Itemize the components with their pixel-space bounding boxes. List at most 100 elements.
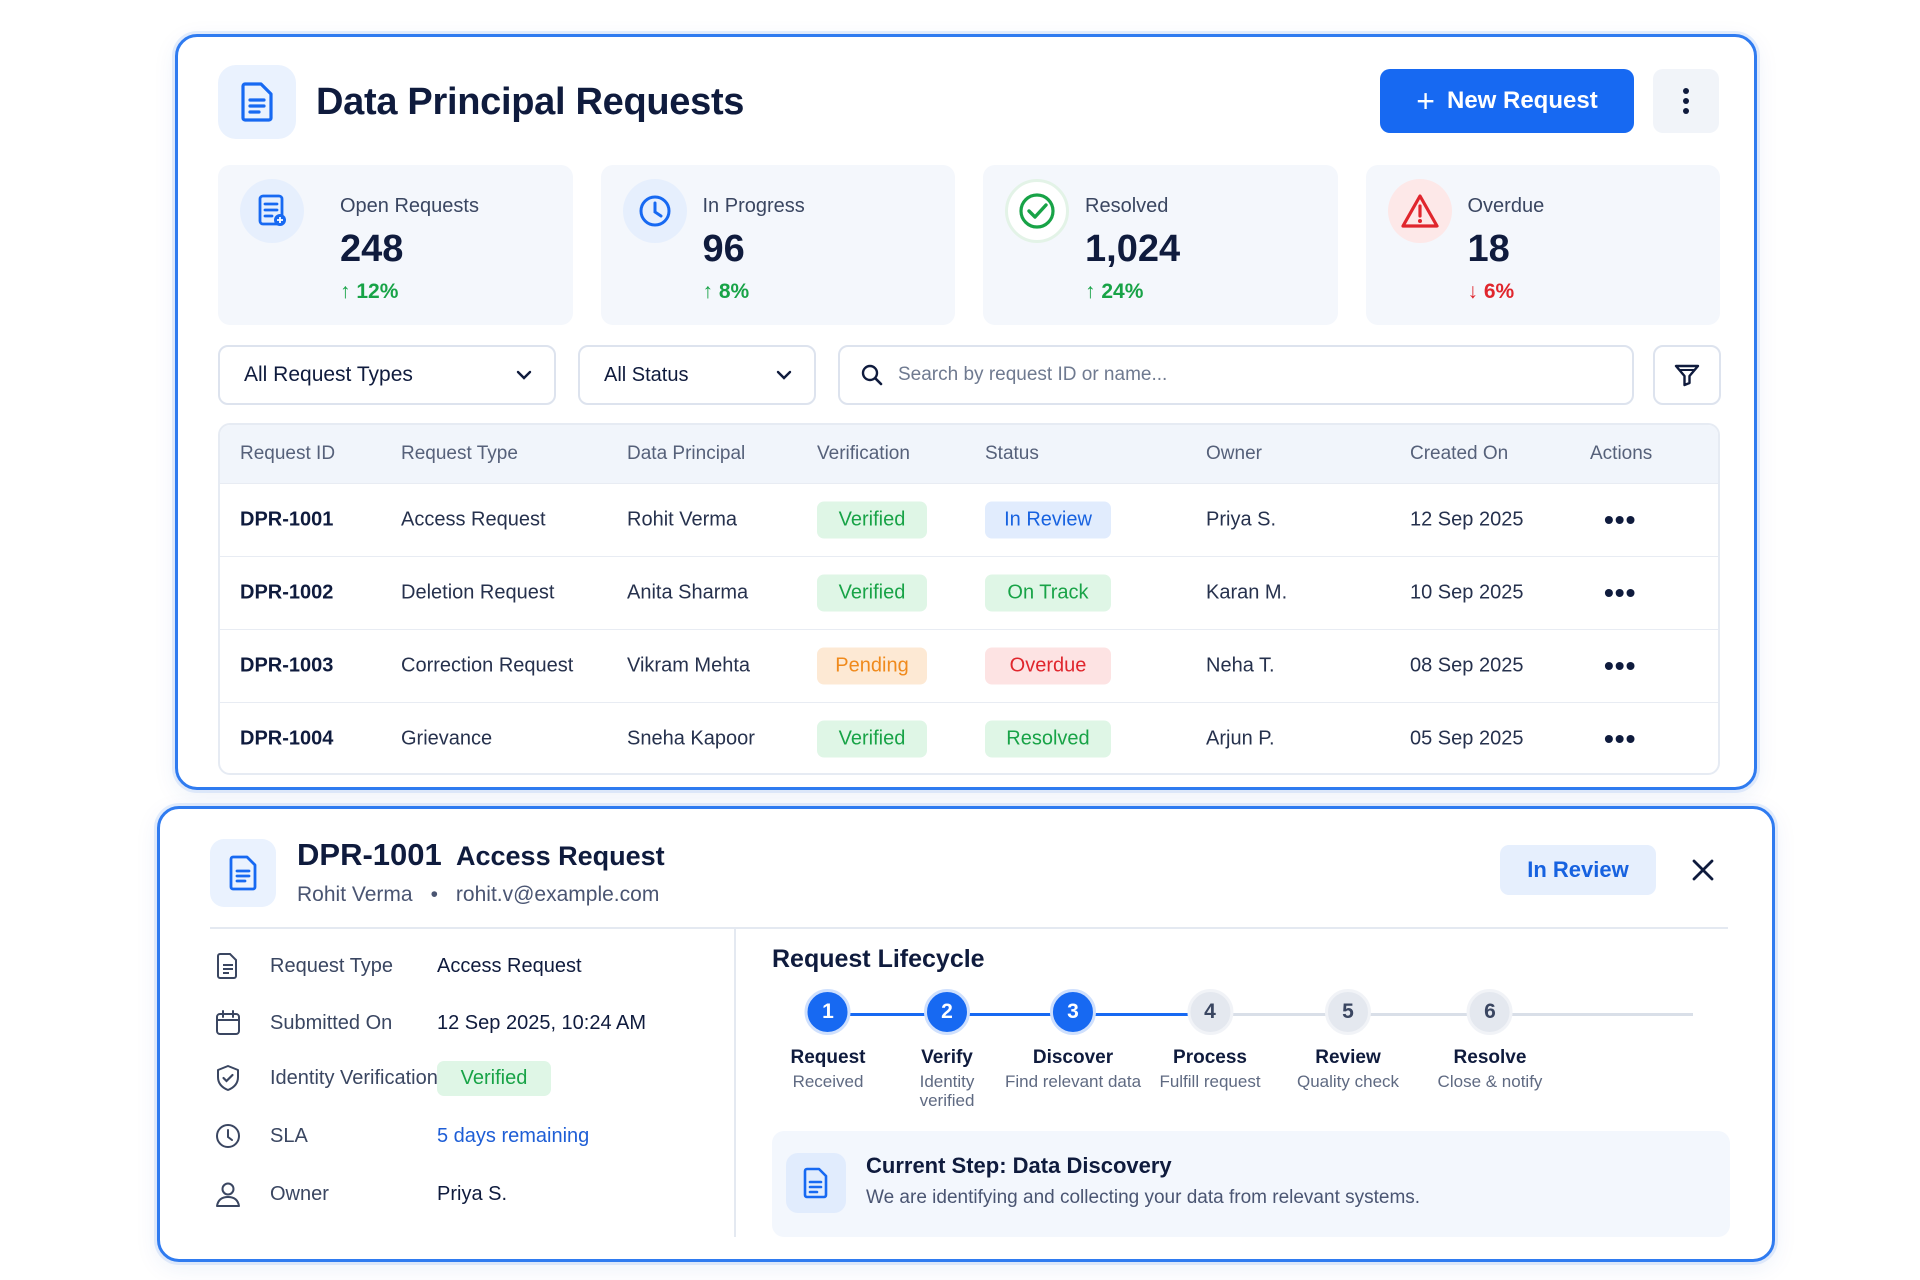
table-row[interactable]: DPR-1002 Deletion Request Anita Sharma V…: [220, 556, 1718, 629]
step-number: 4: [1186, 989, 1233, 1035]
table-row[interactable]: DPR-1001 Access Request Rohit Verma Veri…: [220, 483, 1718, 556]
request-detail-panel: DPR-1001 Access Request Rohit Verma • ro…: [157, 806, 1775, 1262]
lifecycle-step[interactable]: 1 Request Received: [790, 989, 866, 1092]
data-principal: Sneha Kapoor: [627, 727, 755, 750]
kpi-label: Overdue: [1467, 195, 1545, 217]
close-icon[interactable]: [1682, 849, 1724, 891]
requests-panel: Data Principal Requests + New Request Op…: [175, 34, 1757, 790]
table-row[interactable]: DPR-1003 Correction Request Vikram Mehta…: [220, 629, 1718, 702]
detail-principal: Rohit Verma: [297, 883, 413, 906]
row-actions-icon[interactable]: •••: [1604, 723, 1637, 754]
kpi-delta: ↑ 24%: [1085, 280, 1144, 303]
step-subtitle: Close & notify: [1437, 1072, 1543, 1091]
lifecycle-title: Request Lifecycle: [772, 945, 985, 973]
detail-email[interactable]: rohit.v@example.com: [455, 883, 660, 906]
document-icon: [210, 953, 246, 979]
column-header[interactable]: Status: [985, 443, 1039, 464]
lifecycle-step[interactable]: 3 Discover Find relevant data: [1005, 989, 1141, 1092]
page-title: Data Principal Requests: [316, 81, 745, 123]
step-title: Request: [790, 1047, 866, 1068]
arrow-up-icon: ↑: [702, 280, 714, 303]
request-type: Deletion Request: [401, 581, 555, 604]
request-type: Access Request: [401, 508, 546, 531]
kpi-label: Open Requests: [340, 195, 479, 217]
request-type-select[interactable]: All Request Types: [218, 345, 556, 405]
column-header[interactable]: Owner: [1206, 443, 1262, 464]
verification-badge: Verified: [817, 720, 927, 758]
detail-status-badge: In Review: [1500, 845, 1656, 895]
warning-icon: [1387, 179, 1452, 243]
step-title: Review: [1315, 1047, 1381, 1068]
owner: Karan M.: [1206, 581, 1288, 604]
kpi-cards: Open Requests 248 ↑ 12% In Progress 96 ↑…: [218, 165, 1720, 325]
column-header[interactable]: Data Principal: [627, 443, 746, 464]
data-principal: Anita Sharma: [627, 581, 749, 604]
search-input[interactable]: [898, 364, 1598, 386]
request-id[interactable]: DPR-1003: [240, 654, 334, 677]
kpi-card-in-progress[interactable]: In Progress 96 ↑ 8%: [600, 165, 955, 325]
plus-icon: +: [1416, 83, 1435, 119]
column-header[interactable]: Request ID: [240, 443, 336, 464]
column-header[interactable]: Created On: [1410, 443, 1509, 464]
info-row-sla: SLA 5 days remaining: [210, 1116, 720, 1156]
new-request-button[interactable]: + New Request: [1380, 69, 1634, 133]
chevron-down-icon: [776, 370, 792, 380]
kpi-delta: ↑ 8%: [702, 280, 750, 303]
kpi-value: 248: [340, 228, 404, 270]
status-select[interactable]: All Status: [578, 345, 816, 405]
arrow-down-icon: ↓: [1467, 280, 1479, 303]
request-type: Correction Request: [401, 654, 574, 677]
arrow-up-icon: ↑: [340, 280, 351, 303]
check-circle-icon: [1005, 179, 1069, 243]
info-row-identity-verification: Identity Verification Verified: [210, 1058, 720, 1098]
lifecycle-step[interactable]: 5 Review Quality check: [1297, 989, 1399, 1092]
search-box[interactable]: [838, 345, 1634, 405]
filter-icon: [1674, 364, 1700, 387]
info-label: Owner: [270, 1182, 329, 1205]
created-on: 12 Sep 2025: [1410, 508, 1524, 531]
row-actions-icon[interactable]: •••: [1604, 650, 1637, 681]
status-badge: Overdue: [985, 647, 1111, 685]
row-actions-icon[interactable]: •••: [1604, 504, 1637, 535]
info-value: Priya S.: [437, 1182, 508, 1205]
calendar-icon: [210, 1010, 246, 1036]
column-header[interactable]: Request Type: [401, 443, 518, 464]
filter-button[interactable]: [1653, 345, 1721, 405]
document-icon: [210, 839, 276, 907]
info-row-owner: Owner Priya S.: [210, 1174, 720, 1214]
kpi-card-resolved[interactable]: Resolved 1,024 ↑ 24%: [983, 165, 1338, 325]
info-value: Access Request: [437, 954, 582, 977]
more-options-button[interactable]: [1653, 69, 1719, 133]
table-row[interactable]: DPR-1004 Grievance Sneha Kapoor Verified…: [220, 702, 1718, 773]
lifecycle-step[interactable]: 4 Process Fulfill request: [1159, 989, 1261, 1092]
request-id[interactable]: DPR-1002: [240, 581, 334, 604]
created-on: 05 Sep 2025: [1410, 727, 1524, 750]
lifecycle-step[interactable]: 6 Resolve Close & notify: [1437, 989, 1543, 1092]
arrow-up-icon: ↑: [1085, 280, 1096, 303]
column-header: Actions: [1590, 443, 1653, 464]
current-step-title: Current Step: Data Discovery: [866, 1153, 1172, 1178]
kpi-delta: ↑ 12%: [340, 280, 399, 303]
info-row-request-type: Request Type Access Request: [210, 946, 720, 986]
search-icon: [861, 364, 883, 386]
lifecycle-step[interactable]: 2 Verify Identity verified: [912, 989, 982, 1110]
step-title: Discover: [1032, 1047, 1114, 1068]
owner: Priya S.: [1206, 508, 1277, 531]
kpi-card-open[interactable]: Open Requests 248 ↑ 12%: [218, 165, 573, 325]
info-label: Request Type: [270, 954, 394, 977]
kpi-card-overdue[interactable]: Overdue 18 ↓ 6%: [1365, 165, 1720, 325]
request-type: Grievance: [401, 727, 493, 750]
step-number: 3: [1050, 989, 1096, 1035]
divider: [210, 927, 1728, 929]
request-id[interactable]: DPR-1004: [240, 727, 334, 750]
shield-check-icon: [210, 1064, 246, 1092]
request-id[interactable]: DPR-1001: [240, 508, 334, 531]
row-actions-icon[interactable]: •••: [1604, 577, 1637, 608]
column-header[interactable]: Verification: [817, 443, 910, 464]
kpi-value: 1,024: [1085, 228, 1181, 270]
data-principal: Vikram Mehta: [627, 654, 751, 677]
status-badge: In Review: [985, 501, 1111, 539]
divider: [734, 929, 736, 1237]
chevron-down-icon: [516, 370, 532, 380]
step-number: 2: [924, 989, 970, 1035]
